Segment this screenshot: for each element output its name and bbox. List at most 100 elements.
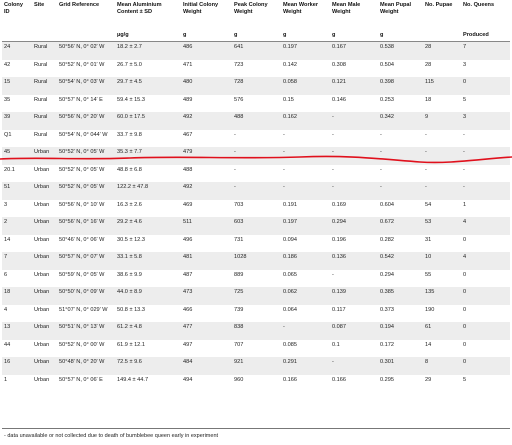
cell-initial-weight: 484 xyxy=(181,357,232,375)
cell-worker-weight: 0.142 xyxy=(281,59,330,77)
cell-pupal-weight: 0.373 xyxy=(378,304,423,322)
cell-peak-weight: 603 xyxy=(232,217,281,235)
cell-no-pupae: 8 xyxy=(423,357,461,375)
cell-no-pupae: 135 xyxy=(423,287,461,305)
cell-worker-weight: 0.085 xyxy=(281,339,330,357)
cell-pupal-weight: 0.194 xyxy=(378,322,423,340)
cell-colony-id: 39 xyxy=(2,112,32,130)
cell-worker-weight: - xyxy=(281,164,330,182)
unit-pupal-weight: g xyxy=(378,32,423,42)
table-footnote: - data unavailable or not collected due … xyxy=(4,433,219,439)
cell-no-queens: 0 xyxy=(461,287,510,305)
cell-colony-id: 18 xyxy=(2,287,32,305)
unit-male-weight: g xyxy=(330,32,378,42)
cell-mean-aluminium: 35.3 ± 7.7 xyxy=(115,147,181,165)
cell-male-weight: - xyxy=(330,147,378,165)
cell-male-weight: 0.117 xyxy=(330,304,378,322)
cell-grid-reference: 50°52′ N, 0° 01′ W xyxy=(57,59,115,77)
cell-mean-aluminium: 18.2 ± 2.7 xyxy=(115,41,181,60)
cell-male-weight: 0.121 xyxy=(330,77,378,95)
cell-mean-aluminium: 33.7 ± 9.8 xyxy=(115,129,181,147)
cell-colony-id: 20.1 xyxy=(2,164,32,182)
table-row: 3 Urban 50°56′ N, 0° 10′ W 16.3 ± 2.6 469 703… xyxy=(2,199,510,217)
cell-grid-reference: 50°52′ N, 0° 05′ W xyxy=(57,182,115,200)
table-row: 20.1 Urban 50°52′ N, 0° 05′ W 48.8 ± 6.8 488… xyxy=(2,164,510,182)
table-row: 51 Urban 50°52′ N, 0° 05′ W 122.2 ± 47.8 492… xyxy=(2,182,510,200)
cell-no-pupae: 18 xyxy=(423,94,461,112)
cell-pupal-weight: 0.604 xyxy=(378,199,423,217)
cell-initial-weight: 488 xyxy=(181,164,232,182)
cell-pupal-weight: 0.294 xyxy=(378,269,423,287)
cell-no-queens: 0 xyxy=(461,234,510,252)
cell-grid-reference: 50°54′ N, 0° 03′ W xyxy=(57,77,115,95)
cell-pupal-weight: 0.672 xyxy=(378,217,423,235)
cell-colony-id: Q1 xyxy=(2,129,32,147)
table-row: 2 Urban 50°56′ N, 0° 16′ W 29.2 ± 4.6 511 603… xyxy=(2,217,510,235)
cell-pupal-weight: 0.172 xyxy=(378,339,423,357)
cell-no-pupae: - xyxy=(423,147,461,165)
cell-worker-weight: 0.064 xyxy=(281,304,330,322)
cell-site: Urban xyxy=(32,182,57,200)
cell-mean-aluminium: 61.9 ± 12.1 xyxy=(115,339,181,357)
unit-mean-aluminium: µg/g xyxy=(115,32,181,42)
table-row: 15 Rural 50°54′ N, 0° 03′ W 29.7 ± 4.5 480 72… xyxy=(2,77,510,95)
unit-no-pupae xyxy=(423,32,461,42)
cell-initial-weight: 496 xyxy=(181,234,232,252)
unit-colony-id xyxy=(2,32,32,42)
header-site: Site xyxy=(34,2,45,8)
cell-no-pupae: - xyxy=(423,164,461,182)
cell-no-queens: - xyxy=(461,182,510,200)
cell-male-weight: 0.196 xyxy=(330,234,378,252)
header-mean-aluminium: Mean Aluminium Content ± SD xyxy=(117,2,162,15)
unit-peak-weight: g xyxy=(232,32,281,42)
cell-worker-weight: 0.094 xyxy=(281,234,330,252)
header-colony-id: Colony ID xyxy=(4,2,23,15)
cell-peak-weight: 739 xyxy=(232,304,281,322)
table-row: 44 Urban 50°52′ N, 0° 00′ W 61.9 ± 12.1 497 7… xyxy=(2,339,510,357)
cell-worker-weight: 0.191 xyxy=(281,199,330,217)
cell-peak-weight: - xyxy=(232,129,281,147)
unit-site xyxy=(32,32,57,42)
cell-no-pupae: 29 xyxy=(423,374,461,392)
cell-pupal-weight: - xyxy=(378,182,423,200)
table-bottom-rule xyxy=(2,428,510,429)
cell-male-weight: - xyxy=(330,357,378,375)
table-row: 6 Urban 50°59′ N, 0° 05′ W 38.6 ± 9.9 487 889… xyxy=(2,269,510,287)
table-body: 24 Rural 50°56′ N, 0° 02′ W 18.2 ± 2.7 486 64… xyxy=(2,41,510,392)
cell-pupal-weight: 0.295 xyxy=(378,374,423,392)
cell-peak-weight: 576 xyxy=(232,94,281,112)
cell-male-weight: - xyxy=(330,129,378,147)
cell-initial-weight: 489 xyxy=(181,94,232,112)
cell-site: Urban xyxy=(32,217,57,235)
cell-worker-weight: 0.197 xyxy=(281,41,330,60)
cell-male-weight: - xyxy=(330,182,378,200)
header-pupal-weight: Mean Pupal Weight xyxy=(380,2,412,15)
cell-worker-weight: - xyxy=(281,322,330,340)
cell-male-weight: 0.169 xyxy=(330,199,378,217)
header-male-weight: Mean Male Weight xyxy=(332,2,361,15)
cell-no-queens: 4 xyxy=(461,252,510,270)
cell-grid-reference: 50°56′ N, 0° 20′ W xyxy=(57,112,115,130)
cell-initial-weight: 479 xyxy=(181,147,232,165)
cell-peak-weight: 725 xyxy=(232,287,281,305)
cell-initial-weight: 481 xyxy=(181,252,232,270)
cell-male-weight: - xyxy=(330,164,378,182)
header-no-pupae: No. Pupae xyxy=(425,2,453,8)
cell-mean-aluminium: 16.3 ± 2.6 xyxy=(115,199,181,217)
units-row: µg/g g g g g g Produced xyxy=(2,32,510,42)
cell-site: Rural xyxy=(32,59,57,77)
header-row: Colony ID Site Grid Reference Mean Aluminiu… xyxy=(2,2,510,32)
cell-no-pupae: 55 xyxy=(423,269,461,287)
cell-site: Rural xyxy=(32,112,57,130)
colony-data-table: Colony ID Site Grid Reference Mean Aluminiu… xyxy=(2,2,510,392)
cell-no-queens: - xyxy=(461,147,510,165)
cell-male-weight: - xyxy=(330,269,378,287)
cell-grid-reference: 50°46′ N, 0° 06′ W xyxy=(57,234,115,252)
unit-grid-reference xyxy=(57,32,115,42)
header-peak-weight: Peak Colony Weight xyxy=(234,2,268,15)
cell-worker-weight: 0.162 xyxy=(281,112,330,130)
cell-worker-weight: 0.186 xyxy=(281,252,330,270)
cell-grid-reference: 50°59′ N, 0° 05′ W xyxy=(57,269,115,287)
cell-no-pupae: 28 xyxy=(423,41,461,60)
cell-initial-weight: 471 xyxy=(181,59,232,77)
